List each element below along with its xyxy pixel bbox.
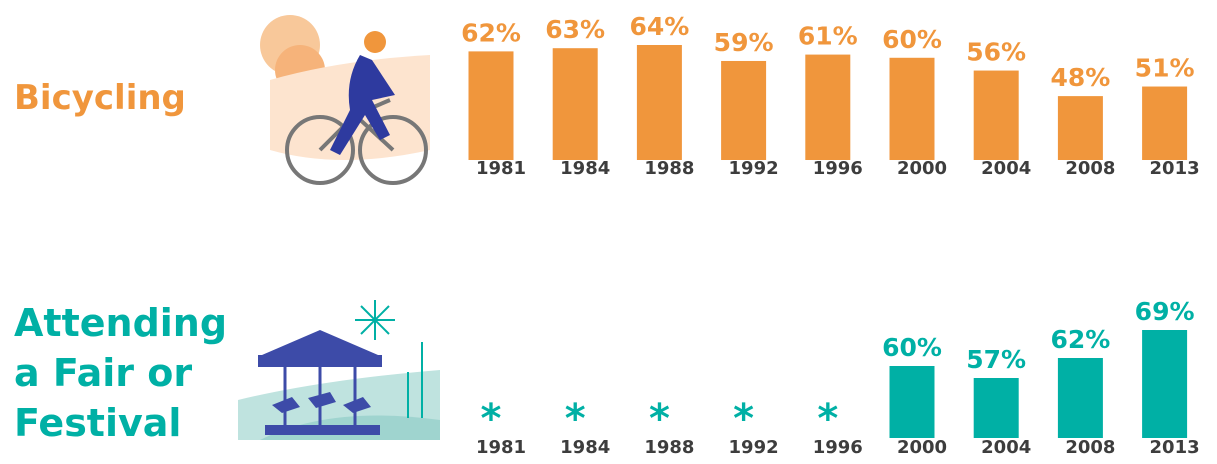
- bar: [721, 61, 766, 160]
- value-label: 64%: [629, 12, 689, 41]
- value-label: 63%: [545, 15, 605, 44]
- year-label: 2008: [1065, 437, 1115, 458]
- bar: [637, 45, 682, 160]
- no-data-marker: *: [733, 396, 754, 442]
- bar: [974, 378, 1019, 438]
- bar: [890, 366, 935, 438]
- infographic: 1981 62% 1984 63% 1988 64% 1992 59% 1996 61% 2000 6…: [0, 0, 1217, 464]
- value-label: 51%: [1135, 54, 1195, 83]
- year-label: 1988: [644, 158, 694, 179]
- year-label: 2000: [897, 437, 947, 458]
- value-label: 57%: [966, 345, 1026, 374]
- value-label: 60%: [882, 333, 942, 362]
- year-label: 1996: [813, 158, 863, 179]
- chart-title: Attending a Fair or Festival: [14, 298, 229, 448]
- value-label: 48%: [1050, 63, 1110, 92]
- year-label: 1981: [476, 158, 526, 179]
- no-data-marker: *: [649, 396, 670, 442]
- year-label: 1984: [560, 158, 610, 179]
- no-data-marker: *: [817, 396, 838, 442]
- year-label: 2000: [897, 158, 947, 179]
- value-label: 60%: [882, 25, 942, 54]
- bar: [553, 48, 598, 160]
- year-label: 2008: [1065, 158, 1115, 179]
- value-label: 62%: [1050, 325, 1110, 354]
- no-data-marker: *: [481, 396, 502, 442]
- value-label: 59%: [714, 28, 774, 57]
- value-label: 62%: [461, 18, 521, 47]
- bar: [469, 51, 514, 160]
- year-label: 1992: [729, 158, 779, 179]
- value-label: 69%: [1135, 297, 1195, 326]
- bar: [1058, 96, 1103, 160]
- no-data-marker: *: [565, 396, 586, 442]
- bar: [890, 58, 935, 160]
- value-label: 61%: [798, 22, 858, 51]
- year-label: 2004: [981, 158, 1031, 179]
- chart-title: Bicycling: [14, 73, 244, 123]
- bar: [805, 55, 850, 160]
- year-label: 2013: [1150, 158, 1200, 179]
- bar: [1058, 358, 1103, 438]
- cyclist-illustration: [260, 15, 430, 183]
- year-label: 2013: [1150, 437, 1200, 458]
- bar: [1142, 87, 1187, 160]
- year-label: 2004: [981, 437, 1031, 458]
- value-label: 56%: [966, 38, 1026, 67]
- bar: [1142, 330, 1187, 438]
- bar: [974, 71, 1019, 160]
- carousel-illustration: [238, 300, 440, 440]
